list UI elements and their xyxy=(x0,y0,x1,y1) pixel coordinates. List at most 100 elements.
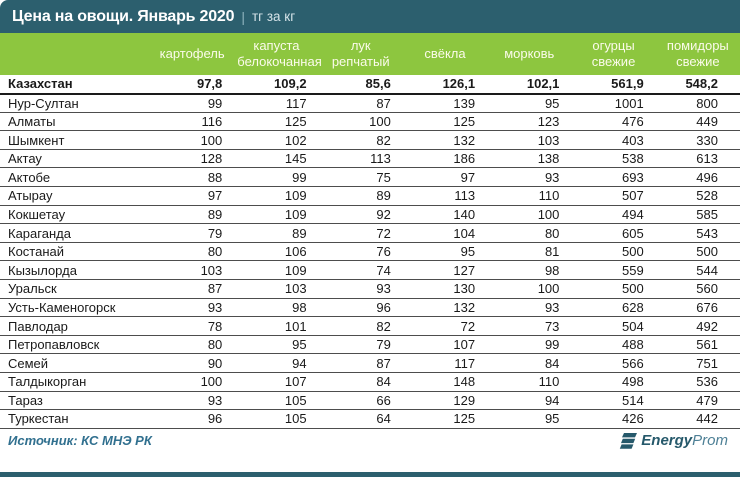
price-cell: 605 xyxy=(571,223,656,243)
column-header: капуста белокочанная xyxy=(234,33,322,75)
price-cell: 80 xyxy=(487,223,572,243)
region-name: Казахстан xyxy=(0,75,150,95)
price-cell: 145 xyxy=(234,149,319,169)
price-cell: 94 xyxy=(234,353,319,373)
price-cell: 105 xyxy=(234,409,319,429)
price-cell: 93 xyxy=(487,167,572,188)
price-cell: 544 xyxy=(655,260,740,281)
table-row: Костанай 80 106 76 95 81 500 500 xyxy=(0,242,740,262)
region-name: Шымкент xyxy=(0,130,150,150)
table-row: Шымкент 100 102 82 132 103 403 330 xyxy=(0,130,740,150)
table-row: Казахстан 97,8 109,2 85,6 126,1 102,1 561,9 548… xyxy=(0,75,740,95)
region-name: Атырау xyxy=(0,186,150,206)
price-cell: 585 xyxy=(655,205,740,225)
price-cell: 92 xyxy=(318,205,403,225)
price-cell: 90 xyxy=(150,353,235,373)
table-row: Караганда 79 89 72 104 80 605 543 xyxy=(0,223,740,243)
region-name: Актау xyxy=(0,149,150,169)
price-cell: 494 xyxy=(571,205,656,225)
price-cell: 84 xyxy=(487,353,572,373)
price-cell: 98 xyxy=(234,298,319,318)
region-name: Алматы xyxy=(0,112,150,132)
column-header: лук репчатый xyxy=(318,33,403,75)
price-cell: 73 xyxy=(487,316,572,336)
price-cell: 97,8 xyxy=(150,75,235,95)
table-row: Талдыкорган 100 107 84 148 110 498 536 xyxy=(0,372,740,392)
price-cell: 117 xyxy=(234,93,319,113)
price-cell: 97 xyxy=(150,186,235,206)
region-name: Караганда xyxy=(0,223,150,243)
price-cell: 566 xyxy=(571,353,656,373)
price-cell: 104 xyxy=(402,223,488,243)
price-cell: 96 xyxy=(150,409,235,429)
price-cell: 81 xyxy=(487,242,572,262)
price-cell: 548,2 xyxy=(655,75,740,95)
price-cell: 93 xyxy=(318,279,403,299)
price-cell: 127 xyxy=(402,260,488,281)
price-cell: 96 xyxy=(318,298,403,318)
table-row: Актобе 88 99 75 97 93 693 496 xyxy=(0,167,740,188)
region-name: Талдыкорган xyxy=(0,372,150,392)
price-cell: 148 xyxy=(402,372,488,392)
price-cell: 751 xyxy=(655,353,740,373)
region-name: Кызылорда xyxy=(0,260,150,281)
price-cell: 500 xyxy=(655,242,740,262)
price-cell: 504 xyxy=(571,316,656,336)
price-cell: 103 xyxy=(150,260,235,281)
price-cell: 72 xyxy=(402,316,488,336)
price-cell: 426 xyxy=(571,409,656,429)
table-row: Туркестан 96 105 64 125 95 426 442 xyxy=(0,409,740,429)
energyprom-logo: EnergyProm xyxy=(617,432,728,450)
price-cell: 89 xyxy=(150,205,235,225)
price-cell: 109 xyxy=(234,186,319,206)
table-row: Петропавловск 80 95 79 107 99 488 561 xyxy=(0,335,740,355)
price-cell: 693 xyxy=(571,167,656,188)
price-cell: 507 xyxy=(571,186,656,206)
price-cell: 99 xyxy=(234,167,319,188)
price-cell: 113 xyxy=(318,149,403,169)
price-cell: 95 xyxy=(487,409,572,429)
table-row: Кокшетау 89 109 92 140 100 494 585 xyxy=(0,205,740,225)
column-header: свёкла xyxy=(402,33,488,75)
price-cell: 560 xyxy=(655,279,740,299)
table-row: Актау 128 145 113 186 138 538 613 xyxy=(0,149,740,169)
region-name: Нур-Султан xyxy=(0,93,150,113)
source-label: Источник: КС МНЭ РК xyxy=(8,433,152,449)
price-cell: 479 xyxy=(655,391,740,411)
region-name: Актобе xyxy=(0,167,150,188)
price-cell: 442 xyxy=(655,409,740,429)
price-cell: 95 xyxy=(487,93,572,113)
price-cell: 102,1 xyxy=(487,75,572,95)
price-cell: 88 xyxy=(150,167,235,188)
price-cell: 125 xyxy=(402,409,488,429)
prices-table: картофель капуста белокочанная лук репчаты… xyxy=(0,33,740,429)
price-cell: 125 xyxy=(234,112,319,132)
table-row: Павлодар 78 101 82 72 73 504 492 xyxy=(0,316,740,336)
price-cell: 100 xyxy=(487,205,572,225)
title-unit: тг за кг xyxy=(251,9,296,24)
column-header-region xyxy=(0,33,150,75)
price-cell: 676 xyxy=(655,298,740,318)
logo-text-light: Prom xyxy=(692,431,728,449)
price-cell: 79 xyxy=(150,223,235,243)
price-cell: 126,1 xyxy=(402,75,488,95)
price-cell: 98 xyxy=(487,260,572,281)
price-cell: 66 xyxy=(318,391,403,411)
price-cell: 87 xyxy=(318,93,403,113)
region-name: Петропавловск xyxy=(0,335,150,355)
column-header: огурцы свежие xyxy=(571,33,656,75)
price-cell: 89 xyxy=(318,186,403,206)
logo-text: EnergyProm xyxy=(641,432,728,450)
price-cell: 82 xyxy=(318,130,403,150)
price-cell: 93 xyxy=(150,298,235,318)
price-cell: 84 xyxy=(318,372,403,392)
price-cell: 140 xyxy=(402,205,488,225)
price-cell: 109 xyxy=(234,260,319,281)
price-cell: 107 xyxy=(234,372,319,392)
price-cell: 94 xyxy=(487,391,572,411)
price-cell: 89 xyxy=(234,223,319,243)
price-cell: 93 xyxy=(150,391,235,411)
price-cell: 117 xyxy=(402,353,488,373)
table-row: Семей 90 94 87 117 84 566 751 xyxy=(0,353,740,373)
